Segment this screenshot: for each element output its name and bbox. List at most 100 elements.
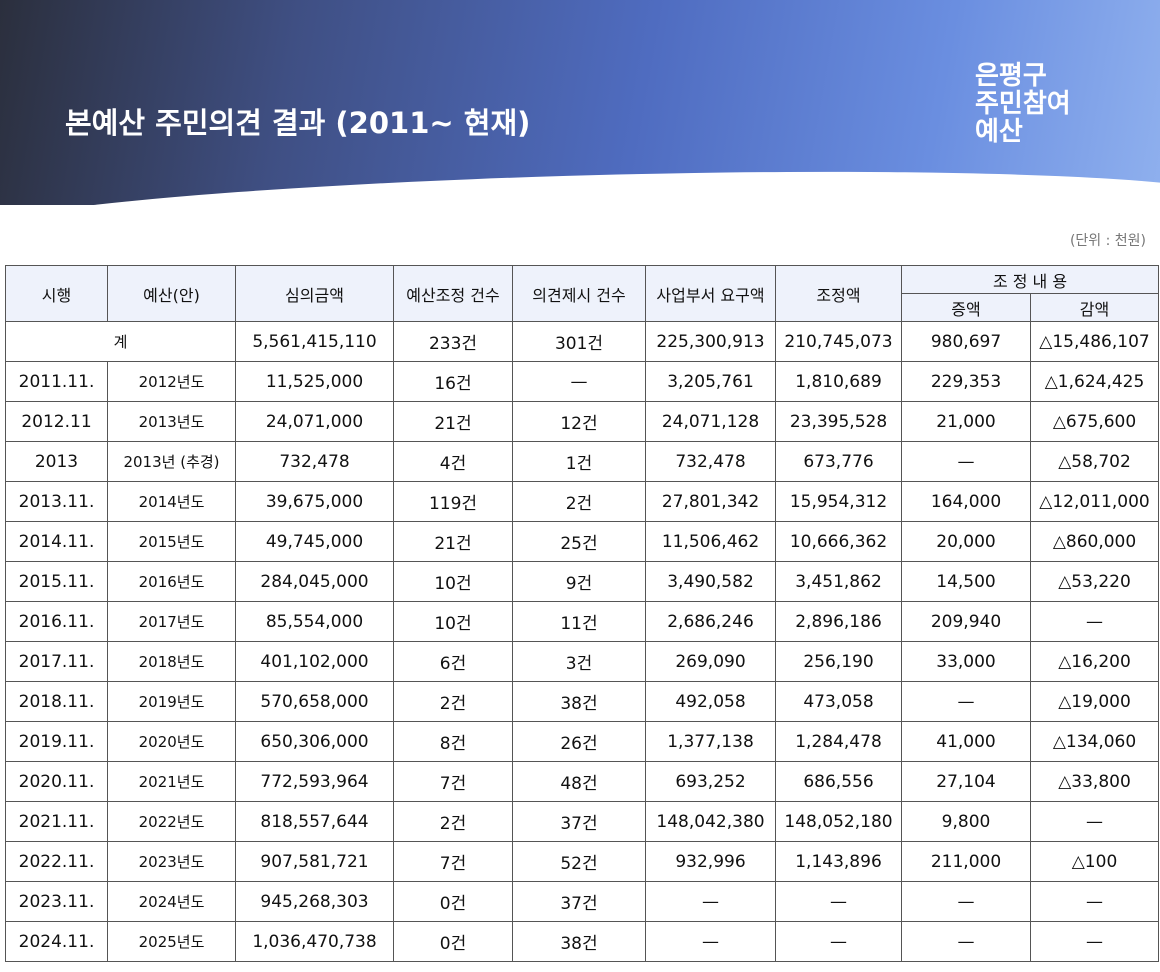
- unit-label: (단위 : 천원): [1069, 233, 1146, 249]
- table-row: 2021.11. 2022년도 818,557,644 2건 37건 148,042,38…: [5, 801, 1160, 842]
- table-cell: 2017년도: [107, 601, 236, 642]
- table-cell: 14,500: [901, 561, 1031, 602]
- table-cell: 772,593,964: [235, 761, 394, 802]
- table-cell: 21건: [393, 521, 513, 562]
- logo: 은평구 주민참여 예산: [975, 62, 1071, 146]
- logo-line: 주민참여: [975, 89, 1071, 119]
- table-cell: 2014년도: [107, 481, 236, 522]
- column-header: 조정액: [775, 265, 902, 322]
- table-cell: 2023년도: [107, 841, 236, 882]
- table-cell: 1,284,478: [775, 721, 902, 762]
- table-cell: 39,675,000: [235, 481, 394, 522]
- table-cell: 2019.11.: [5, 721, 108, 762]
- table-cell: 9건: [512, 561, 646, 602]
- table-cell: 256,190: [775, 641, 902, 682]
- banner: 본예산 주민의견 결과 (2011~ 현재) 은평구 주민참여 예산: [0, 0, 1160, 205]
- table-cell: 21건: [393, 401, 513, 442]
- table-row: 2015.11. 2016년도 284,045,000 10건 9건 3,490,582 3…: [5, 561, 1160, 602]
- table-cell: 48건: [512, 761, 646, 802]
- table-cell: △12,011,000: [1029, 481, 1160, 522]
- table-cell: 37건: [512, 801, 646, 842]
- table-cell: 2015.11.: [5, 561, 108, 602]
- table-cell: 148,052,180: [775, 801, 902, 842]
- table-cell: 269,090: [645, 641, 776, 682]
- total-row: 계 5,561,415,110 233건 301건 225,300,913 210,745…: [5, 321, 1160, 362]
- table-cell: △58,702: [1029, 441, 1160, 482]
- table-cell: 2016.11.: [5, 601, 108, 642]
- table-cell: 233건: [393, 321, 513, 362]
- table-cell: 38건: [512, 921, 646, 962]
- table-cell: 7건: [393, 761, 513, 802]
- table-cell: 673,776: [775, 441, 902, 482]
- column-header: 의견제시 건수: [512, 265, 646, 322]
- logo-line: 예산: [975, 117, 1023, 147]
- table-cell: 2024년도: [107, 881, 236, 922]
- table-cell: 980,697: [901, 321, 1031, 362]
- table-cell: 2013.11.: [5, 481, 108, 522]
- table-cell: 473,058: [775, 681, 902, 722]
- table-cell: 2016년도: [107, 561, 236, 602]
- table-cell: 2020.11.: [5, 761, 108, 802]
- table-cell: 27,104: [901, 761, 1031, 802]
- table-cell: 2020년도: [107, 721, 236, 762]
- table-cell: 1,810,689: [775, 361, 902, 402]
- table-cell: 818,557,644: [235, 801, 394, 842]
- table-cell: 2017.11.: [5, 641, 108, 682]
- table-cell: 164,000: [901, 481, 1031, 522]
- table-cell: 2015년도: [107, 521, 236, 562]
- table-row: 2013.11. 2014년도 39,675,000 119건 2건 27,801,342…: [5, 481, 1160, 522]
- table-cell: 2건: [512, 481, 646, 522]
- table-cell: 49,745,000: [235, 521, 394, 562]
- table-cell: 20,000: [901, 521, 1031, 562]
- table-cell: 2018년도: [107, 641, 236, 682]
- table-cell: 2,896,186: [775, 601, 902, 642]
- table-cell: —: [1029, 801, 1160, 842]
- table-cell: 2012년도: [107, 361, 236, 402]
- table-cell: 9,800: [901, 801, 1031, 842]
- table-cell: 2014.11.: [5, 521, 108, 562]
- table-cell: △19,000: [1029, 681, 1160, 722]
- budget-table: 시행 예산(안) 심의금액 예산조정 건수 의견제시 건수 사업부서 요구액 조정액 조 정 …: [5, 265, 1160, 962]
- table-row: 2022.11. 2023년도 907,581,721 7건 52건 932,996 1,1…: [5, 841, 1160, 882]
- table-cell: 686,556: [775, 761, 902, 802]
- table-cell: △1,624,425: [1029, 361, 1160, 402]
- table-cell: 570,658,000: [235, 681, 394, 722]
- table-cell: 1,143,896: [775, 841, 902, 882]
- table-cell: 945,268,303: [235, 881, 394, 922]
- table-cell: 148,042,380: [645, 801, 776, 842]
- table-cell: 3,205,761: [645, 361, 776, 402]
- table-cell: △15,486,107: [1029, 321, 1160, 362]
- table-row: 2024.11. 2025년도 1,036,470,738 0건 38건 — — — —: [5, 921, 1160, 962]
- table-cell: 37건: [512, 881, 646, 922]
- table-cell: 21,000: [901, 401, 1031, 442]
- table-cell: 41,000: [901, 721, 1031, 762]
- total-label: 계: [5, 321, 236, 362]
- table-cell: 2024.11.: [5, 921, 108, 962]
- table-row: 2020.11. 2021년도 772,593,964 7건 48건 693,252 686…: [5, 761, 1160, 802]
- table-cell: 301건: [512, 321, 646, 362]
- table-cell: 3,451,862: [775, 561, 902, 602]
- table-cell: 211,000: [901, 841, 1031, 882]
- table-cell: 2023.11.: [5, 881, 108, 922]
- table-cell: 10건: [393, 561, 513, 602]
- table-cell: 2013년도: [107, 401, 236, 442]
- table-cell: △860,000: [1029, 521, 1160, 562]
- table-cell: 26건: [512, 721, 646, 762]
- column-header: 예산(안): [107, 265, 236, 322]
- table-cell: 11,525,000: [235, 361, 394, 402]
- table-cell: 16건: [393, 361, 513, 402]
- page-title: 본예산 주민의견 결과 (2011~ 현재): [65, 106, 531, 140]
- table-cell: —: [775, 881, 902, 922]
- header-row: 증액 감액: [6, 293, 1160, 322]
- table-cell: 24,071,000: [235, 401, 394, 442]
- table-head: 시행 예산(안) 심의금액 예산조정 건수 의견제시 건수 사업부서 요구액 조정액 조 정 …: [5, 265, 1160, 322]
- table-cell: 2022.11.: [5, 841, 108, 882]
- table-row: 2017.11. 2018년도 401,102,000 6건 3건 269,090 256,…: [5, 641, 1160, 682]
- table-row: 2011.11. 2012년도 11,525,000 16건 —3,205,761 1,8…: [5, 361, 1160, 402]
- table-cell: 2021.11.: [5, 801, 108, 842]
- table-cell: 1,036,470,738: [235, 921, 394, 962]
- column-header: 시행: [5, 265, 108, 322]
- table-cell: △134,060: [1029, 721, 1160, 762]
- table-cell: 2018.11.: [5, 681, 108, 722]
- table-cell: —: [901, 441, 1031, 482]
